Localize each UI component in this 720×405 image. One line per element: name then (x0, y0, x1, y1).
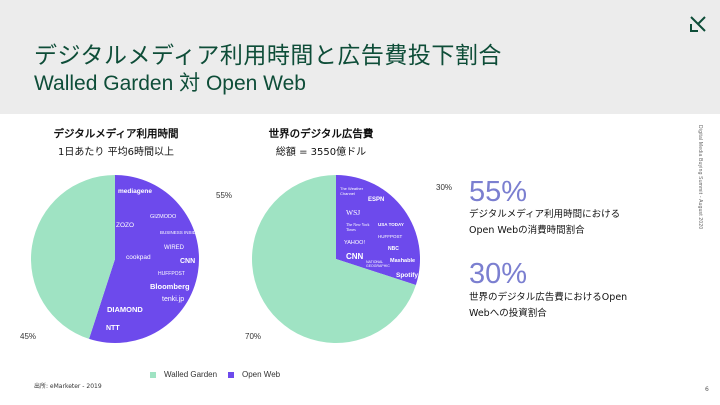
stat-2-text: 世界のデジタル広告費におけるOpen Webへの投資割合 (469, 290, 627, 322)
source-note: 出所: eMarketer - 2019 (34, 383, 102, 390)
brand-logo: ZOZO (116, 222, 135, 229)
left-open-web-label: 55% (216, 191, 233, 200)
stat-2-value: 30% (469, 258, 528, 290)
header-band (0, 0, 720, 114)
brand-logo: WIRED (164, 245, 184, 251)
brand-logo: Spotify (396, 272, 419, 279)
legend-open-web-label: Open Web (242, 370, 281, 379)
right-open-web-label: 30% (436, 183, 453, 192)
stat-1-value: 55% (469, 176, 528, 208)
right-chart-subheading: 総額 = 3550億ドル (275, 147, 367, 158)
left-walled-garden-label: 45% (20, 332, 37, 341)
brand-logo: CNN (180, 258, 196, 265)
right-walled-garden-label: 70% (245, 332, 262, 341)
left-pie-chart (30, 175, 199, 343)
brand-logo: The Weather Channel (340, 186, 364, 196)
pie-slice-walled-garden (252, 175, 416, 343)
stat-1-line-2: Open Webの消費時間割合 (469, 225, 585, 236)
brand-logo: NATIONAL GEOGRAPHIC (366, 260, 390, 268)
legend-walled-garden: Walled Garden (150, 370, 217, 379)
brand-logo: BUSINESS INSIDER (160, 230, 203, 235)
pie-slice-open-web (89, 175, 199, 343)
pie-slice-walled-garden (30, 175, 116, 339)
open-web-swatch (228, 371, 234, 378)
brand-logo: CNN (346, 252, 364, 261)
brand-logo: mediagene (118, 188, 152, 195)
brand-logo: Mashable (390, 258, 416, 264)
brand-logo: The New York Times (346, 222, 370, 232)
legend-walled-garden-label: Walled Garden (164, 370, 218, 379)
brand-logo: YAHOO! (344, 240, 365, 246)
slide-subtitle: Walled Garden 対 Open Web (34, 72, 306, 95)
brand-logo: DIAMOND (107, 305, 143, 314)
legend-open-web: Open Web (228, 370, 280, 379)
brand-logo: HUFFPOST (378, 234, 403, 239)
brand-logo: WSJ (346, 208, 361, 217)
right-chart-heading: 世界のデジタル広告費 (268, 128, 374, 140)
pie-slice-open-web (336, 175, 420, 285)
event-sidebar-note: Digital Media Buying Summit - August 202… (697, 125, 703, 230)
brand-logo: GIZMODO (150, 214, 177, 220)
right-chart-heading-block: 世界のデジタル広告費 総額 = 3550億ドル (256, 126, 386, 158)
left-chart-subheading: 1日あたり 平均6時間以上 (58, 147, 174, 158)
brand-logo: tenki.jp (162, 296, 185, 303)
brand-logo: HUFFPOST (158, 271, 185, 277)
right-pie-chart (252, 175, 420, 343)
stat-1-line-1: デジタルメディア利用時間における (469, 209, 621, 220)
stat-2-line-2: Webへの投資割合 (469, 308, 547, 319)
walled-garden-swatch (150, 371, 156, 378)
brand-logo: NTT (106, 325, 120, 332)
left-chart-heading: デジタルメディア利用時間 (53, 128, 179, 140)
stat-2-line-1: 世界のデジタル広告費におけるOpen (469, 292, 628, 303)
brand-logo: Bloomberg (150, 282, 190, 291)
slide-title: デジタルメディア利用時間と広告費投下割合 (34, 43, 502, 69)
brand-logo: cookpad (126, 254, 151, 261)
brand-logo: ESPN (368, 197, 385, 203)
brand-logo: USA TODAY (378, 222, 404, 227)
page-number: 6 (705, 386, 709, 393)
left-chart-heading-block: デジタルメディア利用時間 1日あたり 平均6時間以上 (36, 126, 196, 158)
brand-logo: NBC (388, 246, 399, 252)
company-logo-icon (690, 16, 706, 32)
stat-1-text: デジタルメディア利用時間における Open Webの消費時間割合 (469, 207, 620, 239)
